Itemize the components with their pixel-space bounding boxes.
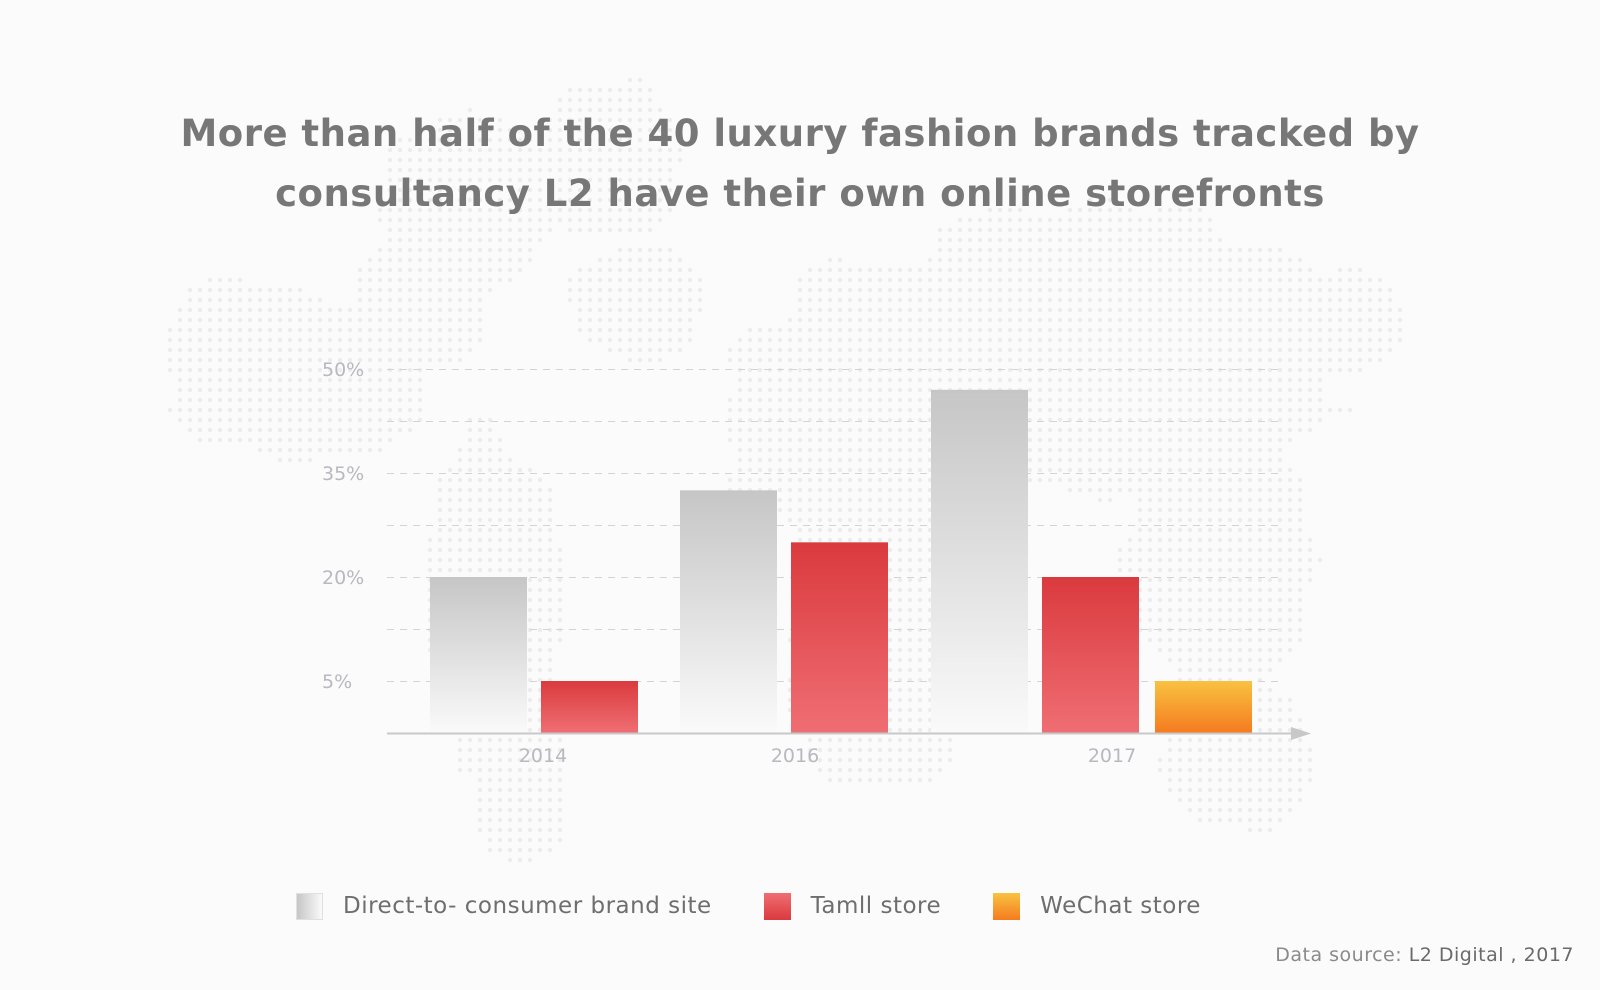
legend-label-tmall: Tamll store [810, 893, 942, 919]
chart-title: More than half of the 40 luxury fashion … [0, 104, 1600, 224]
legend-swatch-direct [296, 892, 323, 920]
legend-item-tmall: Tamll store [763, 892, 942, 920]
bar-tmall-2016 [791, 542, 888, 733]
y-tick-label: 50% [322, 359, 364, 381]
x-axis-arrow-icon [1291, 727, 1311, 740]
x-axis-labels: 2014 2016 2017 [519, 745, 1136, 767]
y-axis-ticks: 5% 20% 35% 50% [322, 359, 364, 693]
legend: Direct-to- consumer brand site Tamll sto… [296, 890, 1253, 922]
legend-item-wechat: WeChat store [993, 892, 1201, 920]
bar-tmall-2014 [541, 681, 638, 733]
bar-tmall-2017 [1042, 577, 1139, 733]
bar-direct-2014 [430, 577, 527, 733]
x-tick-label-2014: 2014 [519, 745, 567, 767]
legend-label-wechat: WeChat store [1040, 893, 1201, 919]
bar-direct-2017 [931, 389, 1028, 733]
bar-direct-2016 [680, 490, 777, 733]
data-source-name: L2 Digital , 2017 [1408, 944, 1574, 966]
legend-swatch-tmall [763, 892, 791, 920]
y-tick-label: 20% [322, 567, 364, 589]
legend-swatch-wechat [993, 892, 1021, 920]
chart-title-line-1: More than half of the 40 luxury fashion … [180, 112, 1420, 155]
legend-label-direct: Direct-to- consumer brand site [343, 893, 712, 919]
data-source-prefix: Data source: [1275, 944, 1409, 966]
x-axis [387, 727, 1311, 740]
bars [430, 389, 1252, 733]
data-source: Data source: L2 Digital , 2017 [1275, 944, 1574, 966]
y-tick-label: 35% [322, 463, 364, 485]
x-tick-label-2017: 2017 [1088, 745, 1136, 767]
chart-title-line-2: consultancy L2 have their own online sto… [275, 172, 1325, 215]
legend-item-direct: Direct-to- consumer brand site [296, 892, 712, 920]
y-tick-label: 5% [322, 671, 352, 693]
x-tick-label-2016: 2016 [771, 745, 819, 767]
bar-wechat-2017 [1155, 681, 1252, 733]
